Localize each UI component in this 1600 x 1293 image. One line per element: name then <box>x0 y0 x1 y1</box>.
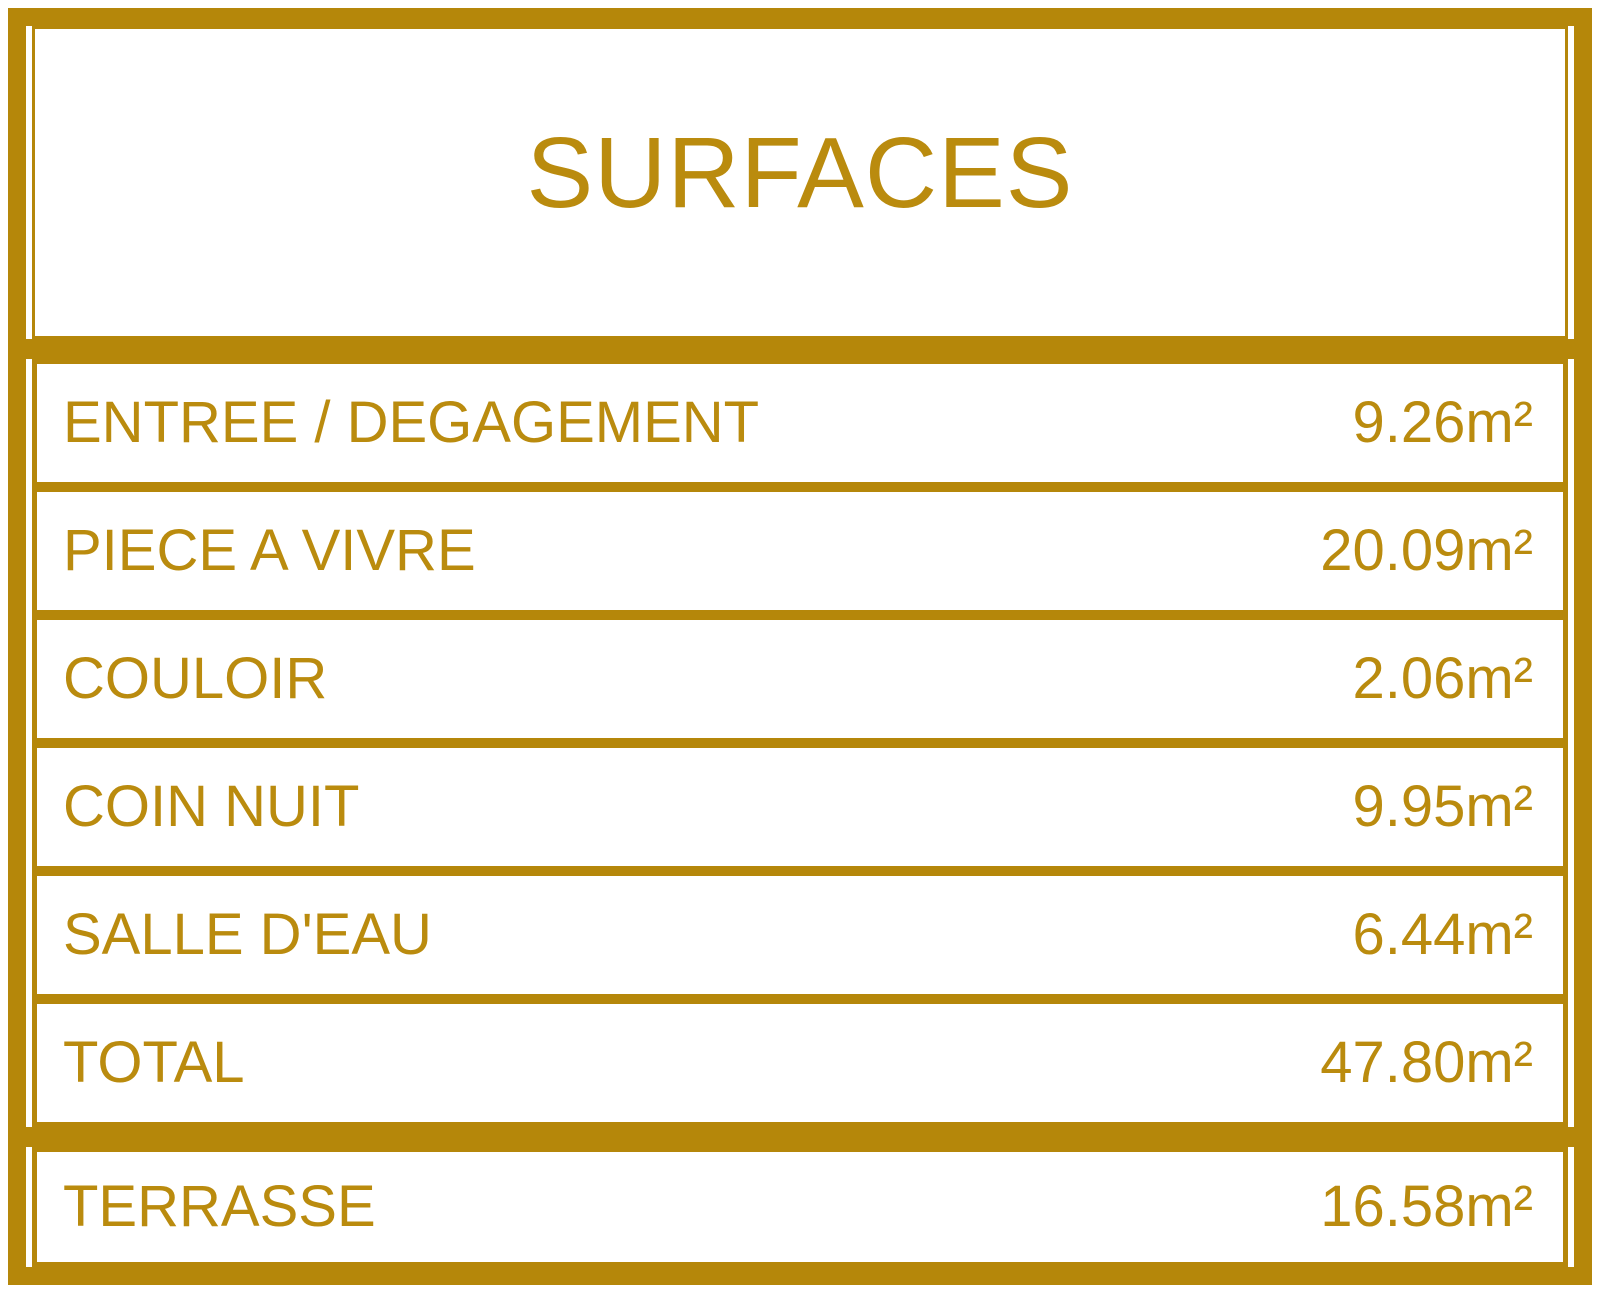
room-label: PIECE A VIVRE <box>63 518 476 583</box>
table-row-entree: ENTREE / DEGAGEMENT 9.26m² <box>32 359 1568 487</box>
room-label: TOTAL <box>63 1030 245 1095</box>
room-label: COIN NUIT <box>63 774 360 839</box>
table-row-terrasse: TERRASSE 16.58m² <box>32 1147 1568 1267</box>
table-row-coin-nuit: COIN NUIT 9.95m² <box>32 743 1568 871</box>
area-value: 16.58m² <box>1320 1174 1533 1239</box>
title-box: SURFACES <box>32 26 1568 339</box>
area-value: 9.26m² <box>1352 390 1533 455</box>
page-title: SURFACES <box>526 116 1074 229</box>
surfaces-table: SURFACES ENTREE / DEGAGEMENT 9.26m² PIEC… <box>8 8 1592 1285</box>
room-label: SALLE D'EAU <box>63 902 432 967</box>
room-label: TERRASSE <box>63 1174 376 1239</box>
room-label: COULOIR <box>63 646 328 711</box>
area-value: 2.06m² <box>1352 646 1533 711</box>
table-row-salle-d-eau: SALLE D'EAU 6.44m² <box>32 871 1568 999</box>
table-row-total: TOTAL 47.80m² <box>32 999 1568 1127</box>
room-label: ENTREE / DEGAGEMENT <box>63 390 760 455</box>
title-table-divider <box>26 339 1574 359</box>
area-value: 6.44m² <box>1352 902 1533 967</box>
table-row-piece-a-vivre: PIECE A VIVRE 20.09m² <box>32 487 1568 615</box>
area-value: 47.80m² <box>1320 1030 1533 1095</box>
total-terrasse-divider <box>26 1127 1574 1147</box>
area-value: 9.95m² <box>1352 774 1533 839</box>
table-row-couloir: COULOIR 2.06m² <box>32 615 1568 743</box>
area-value: 20.09m² <box>1320 518 1533 583</box>
